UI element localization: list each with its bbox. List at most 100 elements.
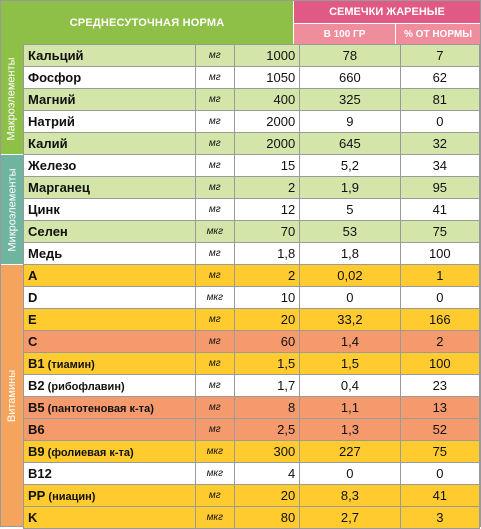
per-100g-value: 0,02 <box>299 264 401 287</box>
per-100g-value: 2,7 <box>299 506 401 529</box>
nutrient-unit: мг <box>194 44 235 67</box>
nutrient-unit: мг <box>194 308 235 331</box>
percent-of-norm-value: 41 <box>399 484 481 507</box>
percent-of-norm-value: 32 <box>399 132 481 155</box>
per-100g-value: 1,3 <box>299 418 401 441</box>
macro-group-label: Макроэлементы <box>1 44 23 154</box>
per-100g-value: 0,4 <box>299 374 401 397</box>
nutrient-unit: мг <box>194 330 235 353</box>
nutrient-name: Железо <box>23 154 196 177</box>
nutrient-unit: мг <box>194 176 235 199</box>
percent-of-norm-value: 3 <box>399 506 481 529</box>
per-100g-value: 645 <box>299 132 401 155</box>
nutrient-unit: мг <box>194 66 235 89</box>
daily-norm-value: 80 <box>233 506 301 529</box>
per-100g-value: 53 <box>299 220 401 243</box>
nutrient-unit: мг <box>194 264 235 287</box>
percent-of-norm-value: 13 <box>399 396 481 419</box>
table-row: B2 (рибофлавин) мг 1,7 0,4 23 <box>23 374 481 397</box>
daily-norm-value: 2 <box>233 176 301 199</box>
per-100g-value: 9 <box>299 110 401 133</box>
nutrient-unit: мкг <box>194 286 235 309</box>
nutrient-unit: мг <box>194 396 235 419</box>
nutrient-unit: мг <box>194 198 235 221</box>
table-row: Медь мг 1,8 1,8 100 <box>23 242 481 265</box>
daily-norm-value: 15 <box>233 154 301 177</box>
percent-of-norm-value: 34 <box>399 154 481 177</box>
percent-of-norm-header: % ОТ НОРМЫ <box>396 24 480 44</box>
table-row: B6 мг 2,5 1,3 52 <box>23 418 481 441</box>
nutrient-name: A <box>23 264 196 287</box>
nutrient-name: Цинк <box>23 198 196 221</box>
percent-of-norm-value: 7 <box>399 44 481 67</box>
table-row: Магний мг 400 325 81 <box>23 88 481 111</box>
per-100g-value: 5,2 <box>299 154 401 177</box>
nutrient-name: Медь <box>23 242 196 265</box>
table-row: Железо мг 15 5,2 34 <box>23 154 481 177</box>
percent-of-norm-value: 52 <box>399 418 481 441</box>
nutrient-name: C <box>23 330 196 353</box>
percent-of-norm-value: 1 <box>399 264 481 287</box>
per-100g-value: 1,1 <box>299 396 401 419</box>
daily-norm-value: 1000 <box>233 44 301 67</box>
daily-norm-value: 2000 <box>233 132 301 155</box>
daily-norm-value: 60 <box>233 330 301 353</box>
table-row: Калий мг 2000 645 32 <box>23 132 481 155</box>
per-100g-value: 660 <box>299 66 401 89</box>
table-row: Фосфор мг 1050 660 62 <box>23 66 481 89</box>
nutrient-unit: мг <box>194 88 235 111</box>
per-100g-value: 8,3 <box>299 484 401 507</box>
nutrient-unit: мкг <box>194 462 235 485</box>
nutrient-unit: мкг <box>194 440 235 463</box>
nutrient-name: PP (ниацин) <box>23 484 196 507</box>
daily-norm-value: 2 <box>233 264 301 287</box>
nutrient-name: B12 <box>23 462 196 485</box>
table-row: Кальций мг 1000 78 7 <box>23 44 481 67</box>
daily-norm-header: СРЕДНЕСУТОЧНАЯ НОРМА <box>1 1 293 44</box>
daily-norm-value: 20 <box>233 308 301 331</box>
daily-norm-value: 2,5 <box>233 418 301 441</box>
table-row: Селен мкг 70 53 75 <box>23 220 481 243</box>
percent-of-norm-value: 100 <box>399 242 481 265</box>
nutrient-name: B5 (пантотеновая к-та) <box>23 396 196 419</box>
percent-of-norm-value: 2 <box>399 330 481 353</box>
roasted-seeds-header: СЕМЕЧКИ ЖАРЕНЫЕ <box>294 1 480 23</box>
percent-of-norm-value: 0 <box>399 286 481 309</box>
nutrient-unit: мг <box>194 418 235 441</box>
nutrient-name: Марганец <box>23 176 196 199</box>
nutrient-name: Кальций <box>23 44 196 67</box>
nutrient-unit: мг <box>194 374 235 397</box>
nutrient-name: Селен <box>23 220 196 243</box>
percent-of-norm-value: 0 <box>399 110 481 133</box>
per-100g-header: В 100 ГР <box>294 24 395 44</box>
daily-norm-value: 8 <box>233 396 301 419</box>
percent-of-norm-value: 100 <box>399 352 481 375</box>
per-100g-value: 1,8 <box>299 242 401 265</box>
daily-norm-value: 300 <box>233 440 301 463</box>
daily-norm-value: 4 <box>233 462 301 485</box>
percent-of-norm-value: 41 <box>399 198 481 221</box>
nutrient-unit: мг <box>194 132 235 155</box>
per-100g-value: 0 <box>299 286 401 309</box>
nutrient-name: D <box>23 286 196 309</box>
per-100g-value: 5 <box>299 198 401 221</box>
daily-norm-value: 400 <box>233 88 301 111</box>
percent-of-norm-value: 0 <box>399 462 481 485</box>
percent-of-norm-value: 166 <box>399 308 481 331</box>
micro-group-label: Микроэлементы <box>1 155 23 264</box>
percent-of-norm-value: 95 <box>399 176 481 199</box>
nutrient-unit: мг <box>194 242 235 265</box>
table-row: B5 (пантотеновая к-та) мг 8 1,1 13 <box>23 396 481 419</box>
percent-of-norm-value: 81 <box>399 88 481 111</box>
percent-of-norm-value: 23 <box>399 374 481 397</box>
per-100g-value: 1,5 <box>299 352 401 375</box>
nutrient-unit: мг <box>194 154 235 177</box>
percent-of-norm-value: 62 <box>399 66 481 89</box>
nutrient-unit: мг <box>194 352 235 375</box>
nutrient-unit: мкг <box>194 506 235 529</box>
daily-norm-value: 20 <box>233 484 301 507</box>
